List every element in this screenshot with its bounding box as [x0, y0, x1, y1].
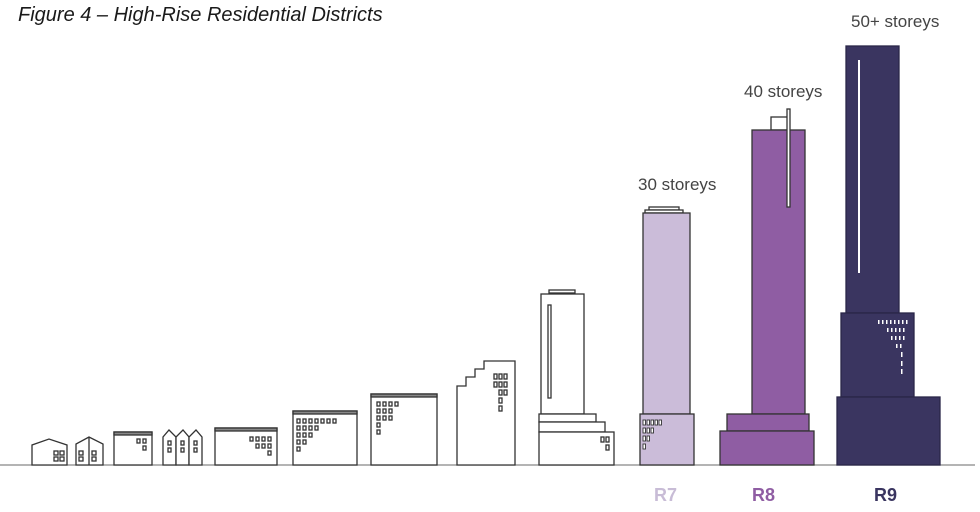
figure-title: Figure 4 – High-Rise Residential Distric…: [18, 4, 383, 26]
r7-height-label: 30 storeys: [638, 175, 717, 194]
r9-district-label: R9: [874, 485, 898, 505]
r8-district-label: R8: [752, 485, 776, 505]
low-rise-block-2: [214, 427, 278, 466]
tower-on-podium: [538, 289, 615, 466]
mid-rise-block-1: [292, 410, 358, 466]
stepped-mid-rise: [456, 360, 516, 466]
r9-height-label: 50+ storeys: [851, 12, 940, 31]
rowhouses: [162, 429, 203, 466]
r9-tower: [836, 45, 941, 466]
r8-height-label: 40 storeys: [744, 82, 823, 101]
house-detached: [31, 438, 68, 466]
low-rise-block-1: [113, 431, 153, 466]
mid-rise-block-2: [370, 393, 438, 466]
r7-district-label: R7: [654, 485, 678, 505]
r7-tower: [639, 206, 695, 466]
house-semi-detached: [75, 436, 104, 466]
r8-tower: [719, 108, 815, 466]
